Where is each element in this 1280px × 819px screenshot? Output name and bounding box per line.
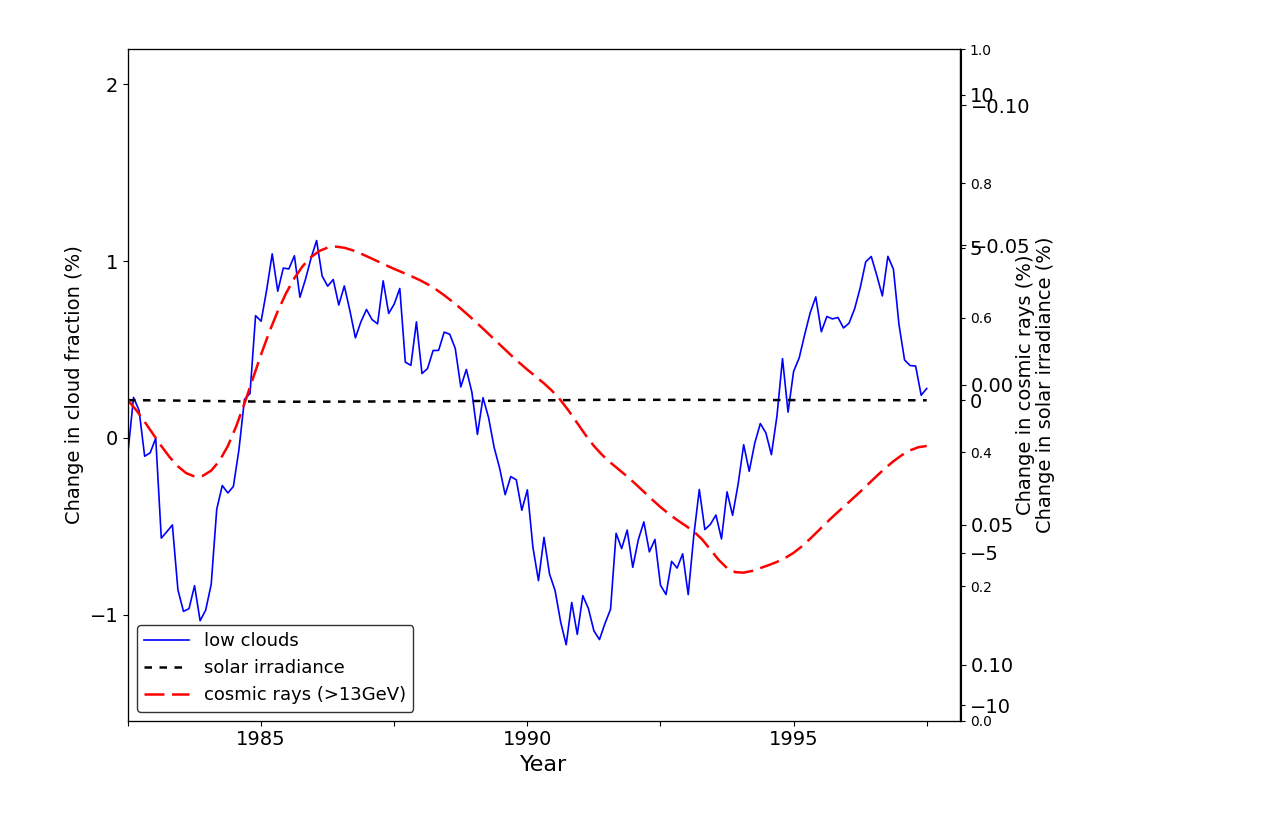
Y-axis label: Change in cosmic rays (%): Change in cosmic rays (%) <box>1016 255 1036 515</box>
solar irradiance <box>919 396 934 405</box>
cosmic rays (>13GeV) <box>337 243 352 253</box>
low clouds <box>120 447 136 457</box>
cosmic rays (>13GeV) <box>145 429 160 439</box>
X-axis label: Year: Year <box>521 755 567 775</box>
cosmic rays (>13GeV) <box>120 396 136 405</box>
low clouds <box>919 383 934 393</box>
solar irradiance <box>296 397 311 407</box>
solar irradiance <box>527 396 543 405</box>
solar irradiance <box>178 396 193 405</box>
cosmic rays (>13GeV) <box>586 441 602 451</box>
low clouds <box>159 527 174 536</box>
low clouds <box>736 440 751 450</box>
low clouds <box>874 291 890 301</box>
low clouds <box>758 428 773 438</box>
Line: solar irradiance: solar irradiance <box>128 400 927 402</box>
low clouds <box>308 236 324 246</box>
low clouds <box>125 392 141 402</box>
Legend: low clouds, solar irradiance, cosmic rays (>13GeV): low clouds, solar irradiance, cosmic ray… <box>137 625 413 712</box>
Y-axis label: Change in cloud fraction (%): Change in cloud fraction (%) <box>65 246 84 524</box>
Y-axis label: Change in solar irradiance (%): Change in solar irradiance (%) <box>1037 237 1055 533</box>
solar irradiance <box>586 395 602 405</box>
cosmic rays (>13GeV) <box>527 372 543 382</box>
solar irradiance <box>337 396 352 406</box>
cosmic rays (>13GeV) <box>753 563 768 573</box>
cosmic rays (>13GeV) <box>919 441 934 451</box>
cosmic rays (>13GeV) <box>328 242 343 251</box>
low clouds <box>558 640 573 649</box>
Line: low clouds: low clouds <box>128 241 927 645</box>
cosmic rays (>13GeV) <box>178 468 193 478</box>
cosmic rays (>13GeV) <box>736 568 751 577</box>
low clouds <box>591 635 607 645</box>
solar irradiance <box>120 396 136 405</box>
Line: cosmic rays (>13GeV): cosmic rays (>13GeV) <box>128 247 927 572</box>
solar irradiance <box>620 395 635 405</box>
solar irradiance <box>145 396 160 405</box>
solar irradiance <box>753 395 768 405</box>
